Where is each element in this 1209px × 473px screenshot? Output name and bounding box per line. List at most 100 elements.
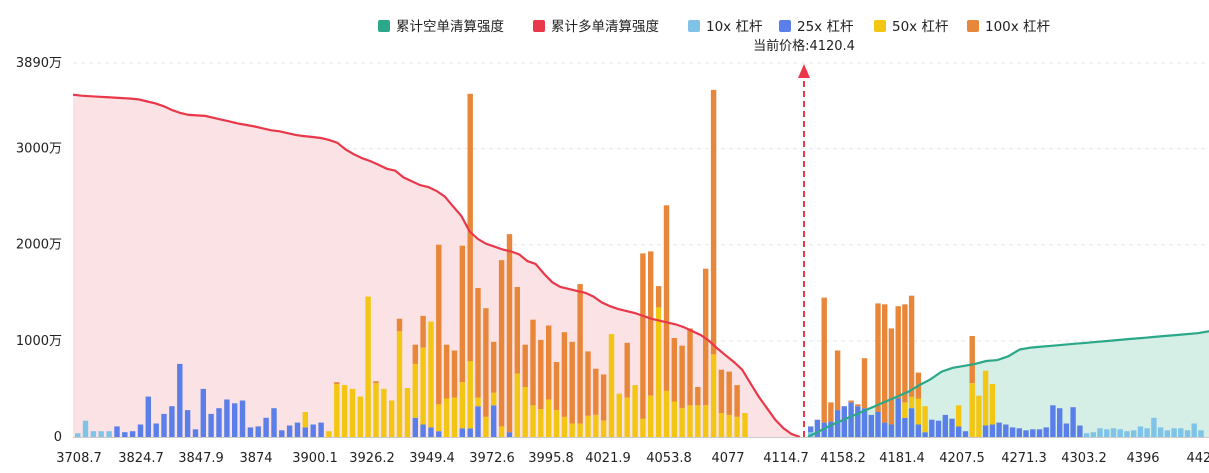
long-bar (522, 387, 528, 437)
x-tick-label: 4303.2 (1061, 451, 1107, 466)
long-bar (341, 385, 348, 437)
short-bar (1164, 430, 1170, 437)
short-bar (915, 398, 922, 425)
long-bar (279, 430, 285, 437)
long-bar (396, 331, 403, 437)
long-bar (648, 395, 654, 437)
short-bar (956, 426, 962, 437)
long-bar (381, 388, 387, 437)
short-bar (888, 328, 895, 425)
long-bar (467, 361, 473, 429)
short-bar (976, 395, 982, 437)
long-bar (467, 428, 473, 437)
short-bar (875, 412, 881, 437)
long-bar (302, 412, 308, 428)
short-bar (1191, 423, 1197, 437)
short-bar (861, 408, 868, 437)
legend-label: 25x 杠杆 (797, 19, 854, 35)
long-bar (640, 253, 646, 419)
short-bar (834, 410, 841, 437)
long-bar (695, 387, 701, 406)
short-bar (1036, 429, 1043, 437)
short-bar (935, 420, 942, 437)
long-bar (577, 284, 583, 424)
short-bar (841, 406, 847, 437)
long-bar (247, 427, 254, 437)
legend-label: 50x 杠杆 (892, 19, 949, 35)
long-bar (294, 422, 301, 437)
short-bar (848, 400, 854, 403)
long-bar (357, 396, 363, 437)
long-bar (671, 401, 677, 437)
long-bar (239, 400, 246, 437)
legend-swatch (874, 20, 886, 32)
long-bar (655, 286, 662, 308)
short-bar (882, 422, 888, 437)
long-bar (718, 369, 725, 413)
long-bar (710, 89, 717, 355)
long-bar (593, 368, 599, 415)
long-bar (365, 296, 371, 437)
short-bar (1124, 431, 1130, 437)
short-bar (1171, 428, 1177, 437)
long-bar (734, 385, 740, 417)
long-bar (530, 319, 536, 406)
long-bar (334, 382, 340, 385)
short-bar (1104, 429, 1110, 437)
short-bar (1050, 405, 1056, 437)
y-tick-label: 1000万 (16, 334, 62, 349)
long-bar (483, 416, 489, 437)
long-bar (514, 373, 520, 437)
short-bar (1083, 433, 1090, 437)
long-bar (514, 287, 520, 374)
long-bar (459, 428, 465, 437)
long-bar (436, 244, 442, 405)
long-bar (632, 385, 638, 437)
long-bar (318, 422, 324, 437)
long-bar (710, 354, 717, 437)
short-bar (969, 383, 975, 437)
x-tick-label: 3926.2 (349, 451, 395, 466)
short-bar (1090, 432, 1096, 437)
short-bar (1137, 426, 1144, 437)
long-bar (145, 396, 151, 437)
x-axis-band (0, 446, 1209, 469)
long-bar (742, 413, 748, 437)
long-bar (671, 338, 677, 402)
x-tick-label: 3972.6 (469, 451, 515, 466)
long-bar (412, 417, 418, 437)
long-bar (169, 406, 175, 437)
x-tick-label: 4271.3 (1001, 451, 1047, 466)
short-bar (1131, 430, 1137, 437)
long-bar (530, 405, 536, 437)
x-tick-label: 4396 (1126, 451, 1159, 466)
long-bar (75, 433, 81, 437)
long-bar (498, 260, 505, 427)
short-bar (1077, 425, 1083, 437)
long-bar (420, 424, 426, 437)
current-price-arrow (798, 64, 810, 78)
short-bar (969, 336, 975, 384)
long-bar (349, 388, 356, 437)
long-bar (129, 431, 136, 437)
short-bar (855, 406, 861, 437)
long-bar (106, 431, 112, 437)
long-bar (475, 406, 481, 437)
long-bar (122, 432, 128, 437)
short-bar (949, 418, 955, 437)
long-bar (467, 93, 473, 362)
long-bar (396, 318, 403, 332)
short-bar (861, 358, 868, 409)
x-tick-label: 4053.8 (646, 451, 692, 466)
long-bar (640, 418, 646, 437)
long-bar (271, 408, 277, 437)
short-bar (902, 402, 908, 418)
long-bar (600, 374, 607, 421)
x-tick-label: 3949.4 (409, 451, 455, 466)
short-bar (821, 297, 827, 423)
long-bar (200, 388, 206, 437)
y-tick-label: 2000万 (16, 238, 62, 253)
short-bar (922, 432, 928, 437)
